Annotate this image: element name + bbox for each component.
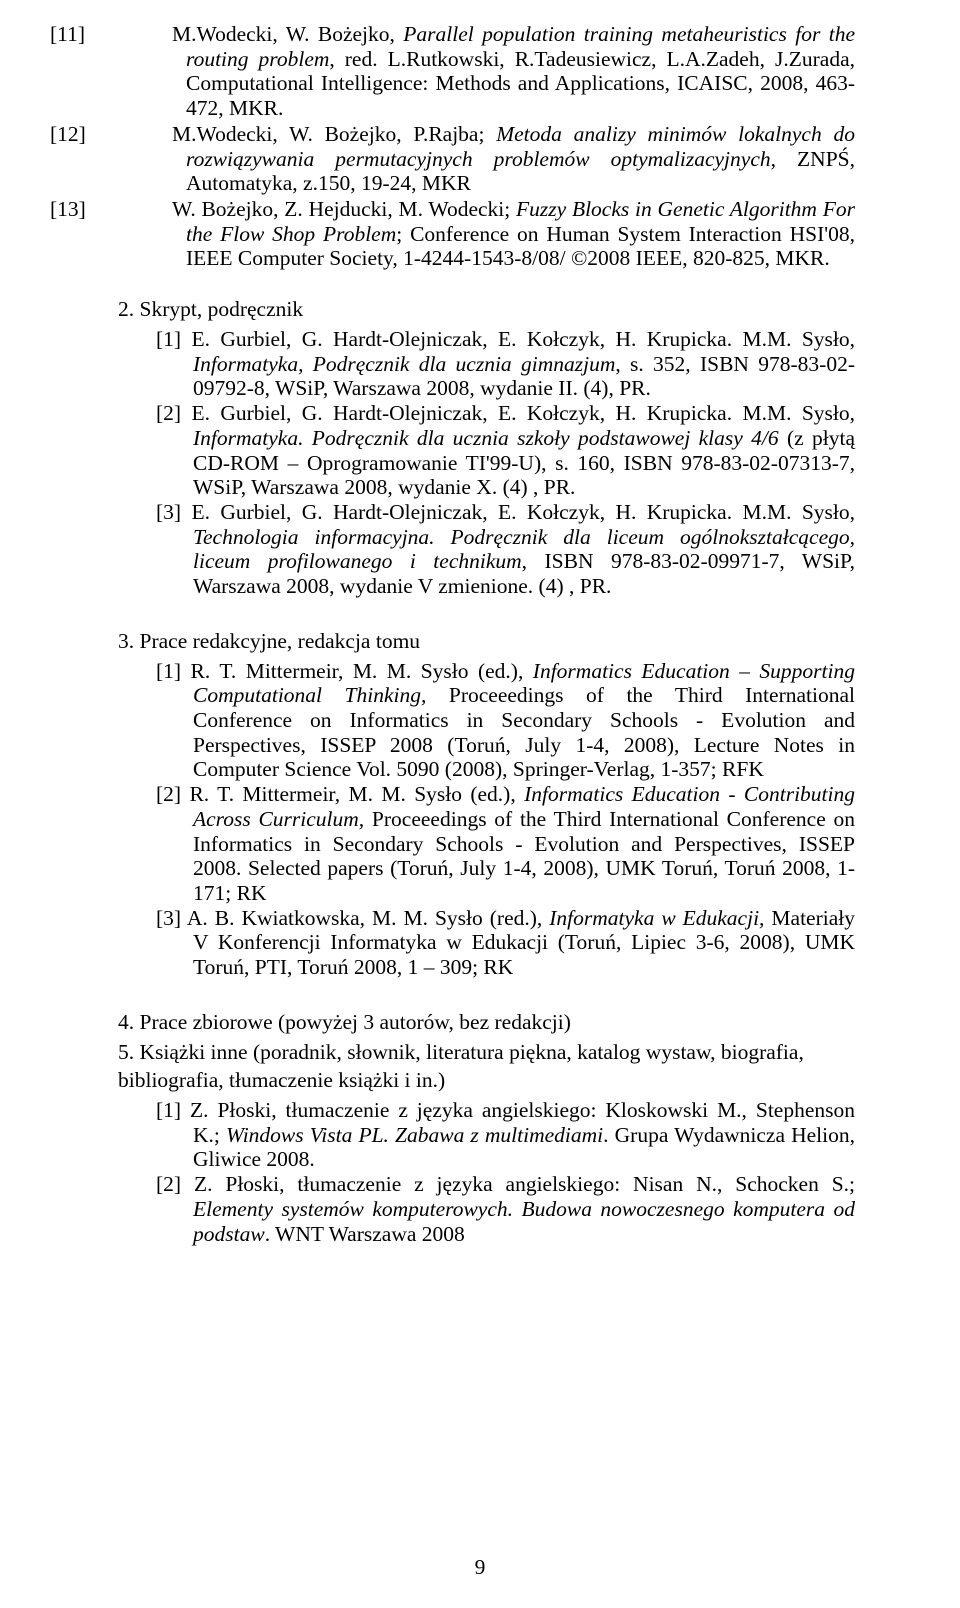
ref-body: W. Bożejko, Z. Hejducki, M. Wodecki; Fuz… [172,197,855,270]
item-label: [2] [156,782,181,806]
refs-top: [11]M.Wodecki, W. Bożejko, Parallel popu… [118,22,855,271]
item-label: [2] [156,1172,181,1196]
page-number: 9 [0,1555,960,1580]
section2-item-3: [3] E. Gurbiel, G. Hardt-Olejniczak, E. … [118,500,855,599]
item-label: [3] [156,906,181,930]
item-body: E. Gurbiel, G. Hardt-Olejniczak, E. Kołc… [191,401,855,499]
section5-line2: bibliografia, tłumaczenie książki i in.) [118,1068,855,1093]
item-label: [1] [156,1098,181,1122]
item-label: [1] [156,327,181,351]
section5-line1: 5. Książki inne (poradnik, słownik, lite… [118,1040,855,1065]
section5-item-2: [2] Z. Płoski, tłumaczenie z języka angi… [118,1172,855,1246]
section2-item-1: [1] E. Gurbiel, G. Hardt-Olejniczak, E. … [118,327,855,401]
section2-heading: 2. Skrypt, podręcznik [118,297,855,322]
section5-item-1: [1] Z. Płoski, tłumaczenie z języka angi… [118,1098,855,1172]
section3-heading: 3. Prace redakcyjne, redakcja tomu [118,629,855,654]
document-page: [11]M.Wodecki, W. Bożejko, Parallel popu… [0,0,960,1246]
ref-body: M.Wodecki, W. Bożejko, P.Rajba; Metoda a… [172,122,855,195]
item-body: Z. Płoski, tłumaczenie z języka angielsk… [190,1098,855,1171]
item-body: R. T. Mittermeir, M. M. Sysło (ed.), Inf… [191,659,855,782]
ref-label: [12] [118,122,172,147]
item-body: R. T. Mittermeir, M. M. Sysło (ed.), Inf… [189,782,855,905]
ref-label: [11] [118,22,172,47]
ref-13: [13]W. Bożejko, Z. Hejducki, M. Wodecki;… [118,197,855,271]
section3-item-1: [1] R. T. Mittermeir, M. M. Sysło (ed.),… [118,659,855,783]
item-label: [1] [156,659,181,683]
item-label: [3] [156,500,181,524]
section4-heading: 4. Prace zbiorowe (powyżej 3 autorów, be… [118,1010,855,1035]
item-body: A. B. Kwiatkowska, M. M. Sysło (red.), I… [187,906,855,979]
ref-11: [11]M.Wodecki, W. Bożejko, Parallel popu… [118,22,855,121]
ref-12: [12]M.Wodecki, W. Bożejko, P.Rajba; Meto… [118,122,855,196]
item-body: E. Gurbiel, G. Hardt-Olejniczak, E. Kołc… [191,500,855,598]
section3-item-3: [3] A. B. Kwiatkowska, M. M. Sysło (red.… [118,906,855,980]
ref-label: [13] [118,197,172,222]
ref-body: M.Wodecki, W. Bożejko, Parallel populati… [172,22,855,120]
item-body: E. Gurbiel, G. Hardt-Olejniczak, E. Kołc… [191,327,855,400]
item-body: Z. Płoski, tłumaczenie z języka angielsk… [193,1172,855,1245]
section3-item-2: [2] R. T. Mittermeir, M. M. Sysło (ed.),… [118,782,855,906]
section2-item-2: [2] E. Gurbiel, G. Hardt-Olejniczak, E. … [118,401,855,500]
item-label: [2] [156,401,181,425]
